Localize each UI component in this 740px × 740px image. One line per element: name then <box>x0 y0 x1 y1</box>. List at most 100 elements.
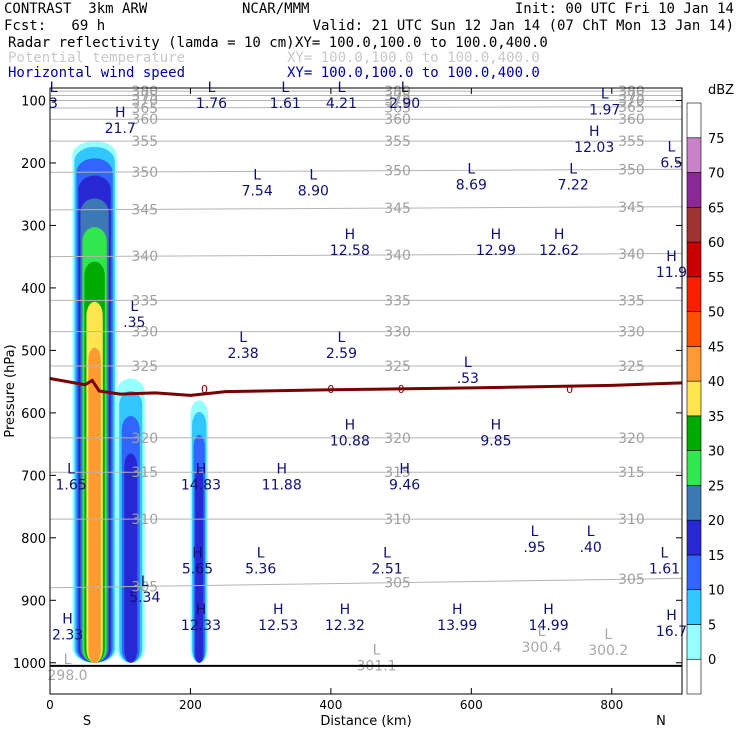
theta-contour-label: 370 <box>618 93 645 109</box>
y-tick-label: 500 <box>21 344 46 359</box>
wind-extremum-value: 6.5 <box>660 156 682 172</box>
wind-extremum-value: 8.69 <box>456 177 487 193</box>
colorbar-swatch <box>686 276 702 312</box>
theta-contour-label: 305 <box>618 572 645 588</box>
y-tick-label: 200 <box>21 157 46 172</box>
wind-extremum-type: H <box>276 461 287 477</box>
wind-extremum-value: 21.7 <box>105 121 136 137</box>
theta-contour-label: 315 <box>131 465 158 481</box>
y-tick-label: 400 <box>21 282 46 297</box>
colorbar-tick-label: 25 <box>708 479 725 494</box>
colorbar-swatch <box>686 137 702 173</box>
wind-extremum-value: 1.61 <box>649 562 680 578</box>
theta-extremum-value: 298.0 <box>48 668 88 684</box>
wind-extremum-type: L <box>531 524 539 540</box>
wind-extremum-type: L <box>239 330 247 346</box>
reflectivity-band <box>124 453 138 663</box>
theta-contour-label: 320 <box>384 431 411 447</box>
colorbar-swatch <box>686 485 702 521</box>
colorbar-swatch <box>686 519 702 556</box>
wind-extremum-type: H <box>196 461 207 477</box>
wind-extremum-value: 9.85 <box>480 434 511 450</box>
wind-extremum-type: H <box>666 249 677 265</box>
theta-contour <box>49 106 683 109</box>
colorbar-tick-label: 70 <box>708 167 725 182</box>
wind-extremum-type: H <box>196 602 207 618</box>
y-tick-label: 100 <box>21 94 46 109</box>
colorbar-unit: dBZ <box>708 83 734 98</box>
wind-extremum-type: H <box>115 105 126 121</box>
freezing-level-label: 0 <box>566 383 573 396</box>
theta-contour-label: 340 <box>131 249 158 265</box>
colorbar-tick-label: 10 <box>708 584 725 599</box>
field-name-theta: Potential temperature <box>8 50 186 66</box>
colorbar-swatch <box>686 554 702 591</box>
wind-extremum-type: H <box>345 418 356 434</box>
wind-extremum-value: 1.97 <box>589 102 620 118</box>
wind-extremum-type: L <box>338 330 346 346</box>
x-tick-label: 800 <box>600 698 623 712</box>
theta-contour <box>49 168 683 173</box>
colorbar-tick-label: 5 <box>708 618 716 633</box>
theta-contour-label: 310 <box>384 512 411 528</box>
colorbar-swatch <box>686 172 702 208</box>
theta-extremum-type: L <box>64 652 72 668</box>
wind-extremum-value: 12.53 <box>258 618 298 634</box>
wind-extremum-type: L <box>67 461 75 477</box>
wind-extremum-type: L <box>668 140 676 156</box>
colorbar-tick-label: 15 <box>708 549 725 564</box>
theta-contour-label: 330 <box>618 325 645 341</box>
wind-extremum-value: 16.7 <box>656 624 687 640</box>
wind-extremum-value: 2.59 <box>326 346 357 362</box>
wind-extremum-value: .95 <box>523 540 545 556</box>
theta-contour-label: 330 <box>384 325 411 341</box>
wind-extremum-value: 8.90 <box>298 184 329 200</box>
y-tick-label: 900 <box>21 594 46 609</box>
wind-extremum-value: 5.65 <box>182 562 213 578</box>
colorbar-swatch <box>686 346 702 382</box>
theta-contour-label: 325 <box>131 359 158 375</box>
theta-contour-label: 340 <box>618 247 645 263</box>
field-xy-reflectivity: XY= 100.0,100.0 to 100.0,400.0 <box>295 35 548 51</box>
theta-contour-label: 360 <box>384 112 411 128</box>
freezing-level-label: 0 <box>398 383 405 396</box>
title-forecast-hour: Fcst: 69 h <box>4 18 106 34</box>
wind-extremum-type: L <box>661 546 669 562</box>
freezing-level-line <box>49 377 683 397</box>
wind-extremum-value: 5.34 <box>129 590 160 606</box>
wind-extremum-type: L <box>141 574 149 590</box>
wind-extremum-value: 12.32 <box>325 618 365 634</box>
x-tick-label: 600 <box>460 698 483 712</box>
wind-extremum-type: L <box>587 524 595 540</box>
colorbar-swatch <box>686 311 702 347</box>
wind-extremum-type: L <box>569 161 577 177</box>
wind-extremum-type: H <box>62 611 73 627</box>
freezing-level-label: 0 <box>201 383 208 396</box>
colorbar-swatch <box>686 624 702 660</box>
colorbar-tick-label: 0 <box>708 653 716 668</box>
wind-extremum-value: 2.90 <box>389 96 420 112</box>
theta-contour-label: 345 <box>384 201 411 217</box>
wind-extremum-value: .35 <box>123 315 145 331</box>
theta-contour-label: 365 <box>384 100 411 116</box>
wind-extremum-value: 2.38 <box>228 346 259 362</box>
reflectivity-band <box>88 347 101 663</box>
theta-extremum-type: L <box>538 624 546 640</box>
colorbar-swatch <box>686 206 702 243</box>
colorbar-tick-label: 45 <box>708 340 725 355</box>
title-model: CONTRAST 3km ARW <box>4 1 148 17</box>
wind-extremum-value: 13.99 <box>437 618 477 634</box>
wind-extremum-type: L <box>467 161 475 177</box>
theta-contour-label: 365 <box>131 101 158 117</box>
x-tick-label: 400 <box>319 698 342 712</box>
wind-extremum-value: 12.62 <box>539 243 579 259</box>
y-tick-label: 600 <box>21 407 46 422</box>
wind-extremum-type: L <box>253 168 261 184</box>
wind-extremum-type: H <box>399 461 410 477</box>
title-institution: NCAR/MMM <box>242 1 310 17</box>
wind-extremum-type: L <box>601 86 609 102</box>
wind-extremum-type: H <box>666 608 677 624</box>
theta-extremum-type: L <box>373 643 381 659</box>
theta-contour-label: 320 <box>131 431 158 447</box>
theta-contour-label: 370 <box>384 93 411 109</box>
